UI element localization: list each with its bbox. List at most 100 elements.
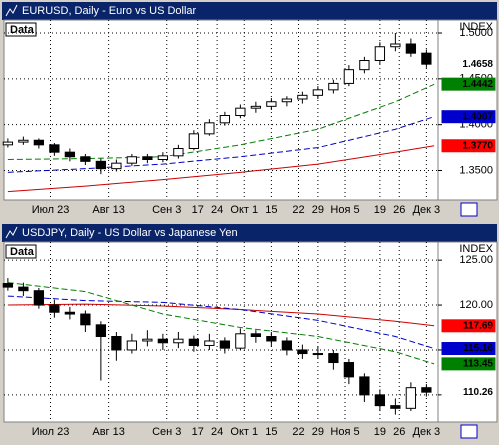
x-tick-label: 19 xyxy=(374,204,386,216)
candle-body xyxy=(390,43,401,48)
title-bar xyxy=(2,224,497,242)
candle-body xyxy=(18,139,29,143)
candle-body xyxy=(312,89,324,96)
legend-label: Data xyxy=(10,24,35,36)
x-tick-label: Окт 1 xyxy=(230,426,258,438)
x-tick-label: Дек 3 xyxy=(413,204,441,216)
price-tag-label: 117.69 xyxy=(463,320,493,331)
price-tag-label: 110.26 xyxy=(463,387,493,398)
candle-body xyxy=(250,333,262,337)
candle-body xyxy=(142,338,153,342)
x-tick-label: Окт 1 xyxy=(230,204,258,216)
price-tag-label: 113.45 xyxy=(463,359,493,370)
chart-icon xyxy=(5,226,18,239)
candle-body xyxy=(64,151,76,158)
candle-body xyxy=(2,283,14,288)
moving-average xyxy=(7,295,435,349)
x-tick-label: 24 xyxy=(211,204,223,216)
candle-body xyxy=(126,156,138,164)
candle-body xyxy=(328,82,339,91)
legend-label: Data xyxy=(10,246,35,258)
candle-body xyxy=(421,387,432,393)
price-tag-label: 115.16 xyxy=(463,343,493,354)
x-tick-label: 22 xyxy=(292,426,304,438)
x-tick-label: Авг 13 xyxy=(92,426,124,438)
candle-body xyxy=(359,376,370,396)
x-tick-label: 29 xyxy=(312,426,324,438)
candle-body xyxy=(343,69,355,84)
candle-body xyxy=(266,335,277,342)
candle-body xyxy=(359,60,370,71)
moving-average xyxy=(7,145,435,193)
x-tick-label: 26 xyxy=(393,426,405,438)
x-tick-label: Дек 3 xyxy=(413,426,441,438)
x-tick-label: 15 xyxy=(265,204,277,216)
x-tick-label: 22 xyxy=(292,204,304,216)
moving-average xyxy=(7,116,435,173)
price-tag-label: 1.4087 xyxy=(462,111,493,122)
price-tag xyxy=(441,342,496,356)
candle-body xyxy=(142,156,153,160)
candle-body xyxy=(188,133,200,149)
candle-body xyxy=(281,340,293,351)
candle-body xyxy=(235,333,246,349)
price-tag xyxy=(441,57,496,71)
candle-body xyxy=(80,313,91,326)
candle-body xyxy=(49,144,60,153)
candle-body xyxy=(95,160,107,170)
index-label: INDEX xyxy=(459,243,493,255)
candle-body xyxy=(111,335,122,351)
candle-body xyxy=(297,94,308,100)
candle-body xyxy=(173,148,184,157)
moving-average xyxy=(7,303,435,327)
price-tag xyxy=(441,139,496,153)
candle-body xyxy=(405,387,417,409)
candle-body xyxy=(204,122,215,135)
x-tick-label: 26 xyxy=(393,204,405,216)
axis-area xyxy=(437,19,498,201)
candle-body xyxy=(343,362,355,378)
y-tick-label: 1.3500 xyxy=(459,164,493,176)
candle-body xyxy=(204,340,215,346)
lc-button xyxy=(460,202,478,217)
x-tick-label: Ноя 5 xyxy=(330,204,359,216)
price-tag-label: 1.4658 xyxy=(462,59,493,70)
candle-body xyxy=(173,338,184,344)
x-tick-label: 17 xyxy=(192,204,204,216)
index-label: INDEX xyxy=(459,21,493,33)
lc-button xyxy=(460,424,478,439)
price-tag xyxy=(441,110,496,124)
candle-body xyxy=(374,46,386,61)
candle-body xyxy=(219,115,231,124)
chart-title: USDJPY, Daily - US Dollar vs Japanese Ye… xyxy=(22,227,238,239)
chart-title: EURUSD, Daily - Euro vs US Dollar xyxy=(22,5,197,17)
candle-body xyxy=(405,43,417,54)
candle-body xyxy=(235,107,246,116)
y-tick-label: 120.00 xyxy=(459,299,493,311)
x-tick-label: 15 xyxy=(265,426,277,438)
y-tick-label: 1.5000 xyxy=(459,27,493,39)
moving-average xyxy=(7,282,435,365)
chart-icon xyxy=(5,4,18,17)
candle-body xyxy=(157,338,169,344)
candle-body xyxy=(374,394,386,407)
title-bar xyxy=(2,2,497,20)
price-tag xyxy=(441,319,496,333)
legend-box xyxy=(5,244,37,259)
x-tick-label: 29 xyxy=(312,204,324,216)
candle-body xyxy=(188,338,200,346)
candle-body xyxy=(2,141,14,146)
x-tick-label: Сен 3 xyxy=(152,204,181,216)
x-tick-label: 19 xyxy=(374,426,386,438)
candle-body xyxy=(157,155,169,160)
price-tag xyxy=(441,357,496,371)
candle-body xyxy=(95,324,107,337)
candle-body xyxy=(297,349,308,355)
candle-body xyxy=(33,290,45,306)
candle-body xyxy=(421,52,432,65)
candle-body xyxy=(328,353,339,364)
price-tag-label: 1.3770 xyxy=(462,140,493,151)
candle-body xyxy=(111,162,122,170)
candle-body xyxy=(18,286,29,292)
